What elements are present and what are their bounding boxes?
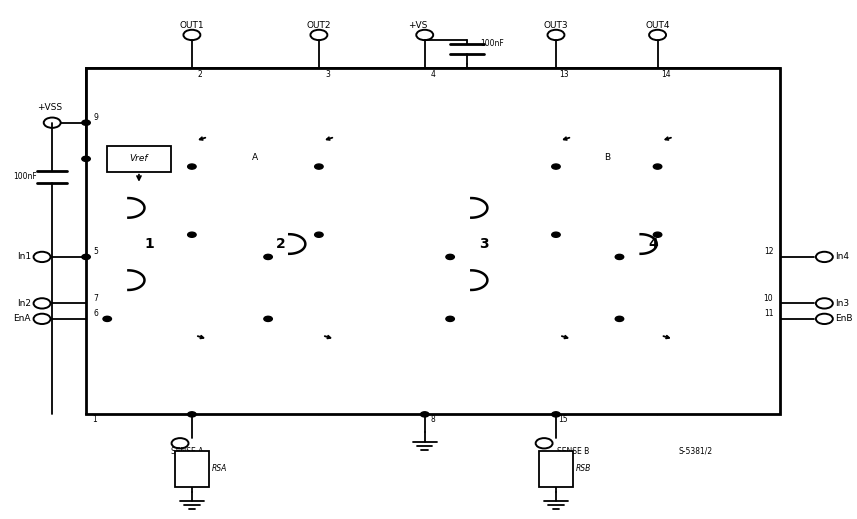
Text: 5: 5 (93, 247, 99, 256)
Bar (86, 69, 781, 414)
Text: 10: 10 (764, 294, 773, 303)
Text: 11: 11 (764, 309, 773, 318)
Circle shape (188, 164, 196, 169)
Text: 6: 6 (93, 309, 99, 318)
Text: OUT3: OUT3 (543, 21, 568, 30)
Text: 2: 2 (276, 237, 285, 251)
Circle shape (315, 164, 323, 169)
Circle shape (615, 254, 624, 260)
Circle shape (315, 232, 323, 237)
Text: 2: 2 (198, 70, 203, 79)
Circle shape (188, 412, 196, 417)
Text: 1: 1 (93, 415, 97, 424)
Bar (107, 146, 171, 172)
Text: 7: 7 (93, 294, 99, 303)
Text: 3: 3 (325, 70, 330, 79)
Circle shape (446, 254, 454, 260)
Circle shape (421, 412, 429, 417)
Text: 100nF: 100nF (481, 39, 504, 48)
Text: 15: 15 (558, 415, 567, 424)
Circle shape (552, 164, 560, 169)
Text: 14: 14 (662, 70, 671, 79)
Text: 13: 13 (560, 70, 569, 79)
Text: SENSE B: SENSE B (557, 447, 589, 456)
Text: 8: 8 (431, 415, 435, 424)
Text: In3: In3 (836, 299, 849, 308)
Text: In4: In4 (836, 252, 849, 262)
Text: SENSE A: SENSE A (171, 447, 204, 456)
Circle shape (653, 164, 662, 169)
Text: 4: 4 (431, 70, 435, 79)
Text: OUT2: OUT2 (307, 21, 331, 30)
Text: 9: 9 (93, 113, 99, 122)
Text: RSB: RSB (575, 464, 590, 473)
Circle shape (81, 120, 90, 125)
Circle shape (552, 232, 560, 237)
Text: +VS: +VS (408, 21, 428, 30)
Text: RSA: RSA (212, 464, 226, 473)
Text: 100nF: 100nF (13, 172, 37, 182)
Circle shape (552, 412, 560, 417)
Text: OUT1: OUT1 (180, 21, 204, 30)
Text: B: B (603, 153, 610, 162)
Text: S-5381/2: S-5381/2 (679, 446, 713, 455)
Circle shape (81, 254, 90, 260)
Text: In2: In2 (17, 299, 31, 308)
Bar (175, 450, 209, 487)
Text: 4: 4 (649, 237, 658, 251)
Text: 3: 3 (479, 237, 488, 251)
Circle shape (81, 156, 90, 161)
Text: 12: 12 (764, 247, 773, 256)
Circle shape (188, 232, 196, 237)
Circle shape (264, 254, 273, 260)
Text: EnB: EnB (836, 315, 853, 323)
Text: EnA: EnA (14, 315, 31, 323)
Circle shape (615, 316, 624, 321)
Circle shape (653, 232, 662, 237)
Circle shape (446, 316, 454, 321)
Text: +VSS: +VSS (37, 103, 63, 112)
Text: In1: In1 (17, 252, 31, 262)
Text: Vref: Vref (129, 154, 148, 163)
Text: 1: 1 (145, 237, 154, 251)
Text: OUT4: OUT4 (645, 21, 670, 30)
Text: A: A (252, 153, 259, 162)
Circle shape (264, 316, 273, 321)
Circle shape (103, 316, 111, 321)
Bar (539, 450, 572, 487)
